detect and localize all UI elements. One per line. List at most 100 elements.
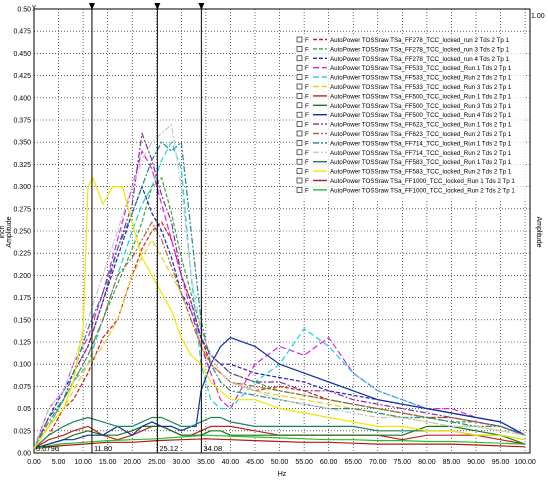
legend-prefix: F (305, 169, 309, 176)
legend-entry: AutoPower TOSSraw TSa_FF583_TCC_locked_R… (330, 159, 512, 166)
legend-checkbox (296, 121, 303, 127)
legend-prefix: F (305, 84, 309, 91)
cursor-marker (198, 3, 205, 10)
legend-checkbox (296, 130, 303, 137)
x-tick-label: 65.00 (344, 459, 362, 466)
legend-checkbox (296, 111, 303, 118)
cursor-marker (154, 3, 161, 10)
x-tick-label: 20.00 (123, 459, 141, 466)
legend-checkbox (296, 93, 303, 99)
legend-checkbox (296, 177, 303, 184)
y-axis-left-unit: inch (0, 225, 6, 238)
cursor-origin-label: 0.0796 (36, 444, 59, 453)
series-line-8 (33, 425, 526, 450)
axes: y 1.00 Hz Amplitude inch Amplitude 0.079… (0, 4, 545, 478)
y-tick-label: 0.400 (13, 95, 31, 102)
x-tick-label: 100.00 (514, 459, 536, 466)
series-line-11 (33, 221, 526, 449)
legend-prefix: F (305, 46, 309, 53)
legend-entry: AutoPower TOSSraw TSa_FF623_TCC_locked_R… (330, 122, 512, 129)
legend-prefix: F (305, 187, 309, 194)
series-line-13 (33, 123, 526, 449)
legend-entry: AutoPower TOSSraw TSa_FF278_TCC_locked_r… (330, 46, 510, 53)
legend-prefix: F (305, 140, 309, 147)
right-axis-top-label: 1.00 (531, 13, 545, 20)
legend-checkbox (296, 46, 303, 52)
legend-entry: AutoPower TOSSraw TSa_FF500_TCC_locked_R… (330, 93, 512, 100)
x-tick-label: 45.00 (246, 459, 264, 466)
y-axis-right-title: Amplitude (535, 216, 542, 247)
y-tick-label: 0.250 (13, 229, 31, 236)
x-tick-label: 0.00 (27, 459, 41, 466)
y-tick-label: 0.300 (13, 184, 31, 191)
legend-prefix: F (305, 75, 309, 82)
cursor-label: 25.12 (159, 444, 178, 453)
y-tick-label: 0.125 (13, 340, 31, 347)
y-tick-label: 0.150 (13, 317, 31, 324)
y-tick-label: 0.325 (13, 162, 31, 169)
x-tick-label: 15.00 (99, 459, 117, 466)
legend-entry: AutoPower TOSSraw TSa_FF583_TCC_locked_R… (330, 169, 512, 176)
legend-checkbox (296, 83, 303, 90)
x-tick-label: 40.00 (222, 459, 240, 466)
legend-checkbox (296, 168, 303, 174)
legend-prefix: F (305, 122, 309, 129)
x-tick-label: 95.00 (492, 459, 510, 466)
y-tick-label: 0.175 (13, 295, 31, 302)
legend-entry: AutoPower TOSSraw TSa_FF278_TCC_locked_r… (330, 37, 510, 44)
series-line-17 (33, 434, 526, 450)
x-tick-label: 90.00 (467, 459, 485, 466)
cursor-label: 11.80 (94, 444, 112, 453)
y-tick-label: 0.100 (13, 362, 31, 369)
y-tick-label: 0.450 (13, 51, 31, 58)
legend-checkbox (296, 187, 303, 193)
legend-entry: AutoPower TOSSraw TSa_FF533_TCC_locked_R… (330, 84, 512, 91)
legend-checkbox (296, 64, 303, 71)
legend: F AutoPower TOSSraw TSa_FF278_TCC_locked_… (294, 35, 526, 199)
top-corner-label: y (32, 4, 36, 11)
y-axis-left-title: Amplitude (6, 216, 13, 247)
legend-checkbox (296, 102, 303, 109)
y-tick-label: 0.50 (17, 7, 31, 14)
legend-entry: AutoPower TOSSraw TSa_FF278_TCC_locked_r… (330, 56, 510, 63)
y-tick-label: 0.00 (17, 451, 31, 458)
legend-prefix: F (305, 65, 309, 72)
legend-prefix: F (305, 112, 309, 119)
legend-prefix: F (305, 56, 309, 63)
cursor-layer: 11.80 25.12 34.08 (88, 3, 222, 453)
x-tick-label: 70.00 (369, 459, 387, 466)
y-tick-label: 0.350 (13, 140, 31, 147)
y-tick-label: 0.05 (17, 406, 31, 413)
series-line-4 (33, 150, 526, 449)
legend-entry: AutoPower TOSSraw TSa_FF533_TCC_locked_R… (330, 65, 512, 72)
x-tick-label: 50.00 (271, 459, 289, 466)
legend-prefix: F (305, 103, 309, 110)
cursor-label: 34.08 (203, 444, 222, 453)
legend-entry: AutoPower TOSSraw TSa_FF1000_TCC_locked_… (330, 187, 515, 194)
x-tick-label: 5.00 (52, 459, 66, 466)
series-line-7 (33, 425, 526, 450)
legend-prefix: F (305, 159, 309, 166)
x-tick-label: 85.00 (443, 459, 461, 466)
x-tick-label: 80.00 (418, 459, 436, 466)
y-tick-label: 0.075 (13, 384, 31, 391)
legend-checkbox (296, 149, 303, 156)
legend-entry: AutoPower TOSSraw TSa_FF500_TCC_locked_R… (330, 112, 512, 119)
y-tick-label: 0.425 (13, 73, 31, 80)
grid (33, 8, 531, 454)
legend-entry: AutoPower TOSSraw TSa_FF533_TCC_locked_R… (330, 75, 512, 82)
legend-prefix: F (305, 93, 309, 100)
legend-checkbox (296, 158, 303, 165)
series-line-15 (33, 177, 526, 449)
legend-entry: AutoPower TOSSraw TSa_FF714_TCC_locked_R… (330, 140, 512, 147)
x-tick-label: 10.00 (74, 459, 92, 466)
legend-prefix: F (305, 178, 309, 185)
legend-entry: AutoPower TOSSraw TSa_FF623_TCC_locked_R… (330, 131, 512, 138)
x-tick-label: 75.00 (394, 459, 412, 466)
legend-prefix: F (305, 150, 309, 157)
y-tick-label: 0.025 (13, 428, 31, 435)
legend-entry: AutoPower TOSSraw TSa_FF714_TCC_locked_R… (330, 150, 512, 157)
legend-checkbox (296, 140, 303, 146)
